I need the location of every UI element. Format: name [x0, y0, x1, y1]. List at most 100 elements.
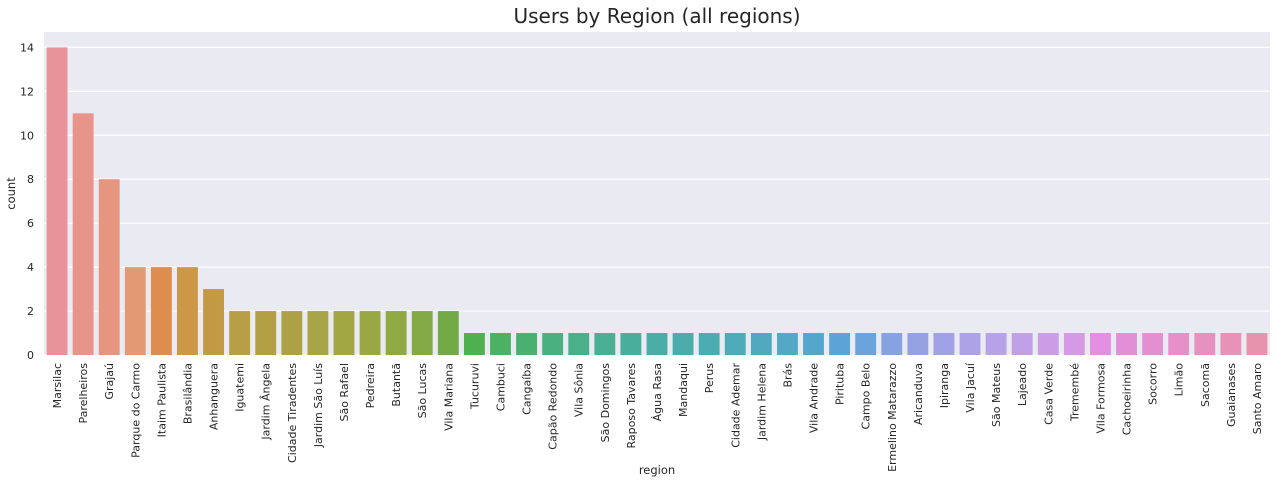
x-tick-label: Anhanguera	[208, 363, 221, 430]
bar	[959, 333, 981, 355]
y-tick-label: 4	[27, 261, 34, 274]
x-tick-label: Jardim Ângela	[260, 363, 273, 441]
bar	[933, 333, 955, 355]
bar	[98, 179, 120, 355]
bar	[542, 333, 564, 355]
y-tick-label: 2	[27, 305, 34, 318]
bar	[72, 113, 94, 355]
bar	[1063, 333, 1085, 355]
bar	[307, 311, 329, 355]
x-tick-label: São Lucas	[416, 363, 429, 419]
y-tick-label: 8	[27, 173, 34, 186]
x-tick-label: Água Rasa	[651, 363, 664, 421]
x-tick-label: São Domingos	[599, 363, 612, 443]
bar	[594, 333, 616, 355]
bar	[1246, 333, 1268, 355]
x-tick-label: Santo Amaro	[1251, 363, 1264, 434]
bar	[463, 333, 485, 355]
bar	[177, 267, 198, 355]
bar	[1037, 333, 1059, 355]
x-tick-label: Pedreira	[364, 363, 377, 408]
x-tick-label: Vila Formosa	[1094, 363, 1107, 434]
x-tick-label: Cachoeirinha	[1121, 363, 1134, 435]
x-tick-label: Itaim Paulista	[155, 363, 168, 437]
bar	[255, 311, 277, 355]
y-tick-label: 0	[27, 349, 34, 362]
bar	[1142, 333, 1164, 355]
bar	[1168, 333, 1190, 355]
bar	[333, 311, 355, 355]
bar	[1090, 333, 1111, 355]
bar	[46, 47, 68, 355]
bar	[750, 333, 772, 355]
x-tick-label: Cangaíba	[521, 363, 534, 415]
bar	[568, 333, 590, 355]
x-tick-label: Tremembé	[1068, 363, 1081, 422]
x-tick-label: Ermelino Matarazzo	[886, 363, 899, 472]
x-tick-label: Guaianases	[1225, 363, 1238, 427]
bar	[1194, 333, 1216, 355]
x-tick-label: Iguatemi	[234, 363, 247, 412]
bar	[855, 333, 877, 355]
chart-title: Users by Region (all regions)	[513, 4, 800, 28]
x-tick-label: São Rafael	[338, 363, 351, 422]
y-tick-label: 14	[20, 41, 34, 54]
x-tick-label: Cambuci	[494, 363, 507, 411]
x-tick-label: Aricanduva	[912, 363, 925, 425]
bar	[490, 333, 511, 355]
x-tick-label: Lajeado	[1016, 363, 1029, 406]
x-tick-label: Vila Sônia	[573, 363, 586, 417]
x-tick-label: Parque do Carmo	[129, 363, 142, 458]
bar	[124, 267, 146, 355]
bar	[724, 333, 746, 355]
bar	[516, 333, 538, 355]
y-tick-label: 6	[27, 217, 34, 230]
x-tick-label: Casa Verde	[1042, 363, 1055, 425]
bar	[411, 311, 433, 355]
x-tick-label: Cidade Ademar	[729, 363, 742, 448]
x-tick-label: Socorro	[1147, 363, 1160, 405]
bar	[672, 333, 694, 355]
x-tick-label: Cidade Tiradentes	[286, 363, 299, 463]
bar	[385, 311, 407, 355]
bar	[1116, 333, 1137, 355]
bar	[829, 333, 851, 355]
bar	[1011, 333, 1033, 355]
bar	[646, 333, 668, 355]
x-tick-label: Vila Jacuí	[964, 362, 977, 413]
bar	[150, 267, 172, 355]
x-axis-ticks: Marsilac Parelheiros Grajaú Parque do Carmo…	[51, 362, 1264, 472]
y-tick-label: 10	[20, 129, 34, 142]
x-tick-label: Mandaqui	[677, 363, 690, 417]
bar	[359, 311, 381, 355]
x-tick-label: Tucuruvi	[468, 363, 481, 410]
x-tick-label: Capão Redondo	[547, 363, 560, 450]
bar	[620, 333, 642, 355]
x-axis-label: region	[639, 463, 675, 477]
bar	[1220, 333, 1242, 355]
x-tick-label: Ipiranga	[938, 363, 951, 408]
bar	[229, 311, 251, 355]
x-tick-label: Jardim Helena	[755, 363, 768, 441]
bar	[437, 311, 459, 355]
x-tick-label: Butantã	[390, 363, 403, 407]
x-tick-label: Pirituba	[834, 363, 847, 405]
bars	[46, 47, 1268, 355]
x-tick-label: Perus	[703, 363, 716, 394]
plot-background	[44, 32, 1270, 355]
y-axis-label: count	[4, 177, 18, 210]
x-tick-label: Vila Andrade	[808, 363, 821, 433]
bar	[907, 333, 929, 355]
x-tick-label: Sacomã	[1199, 363, 1212, 407]
x-tick-label: Raposo Tavares	[625, 363, 638, 449]
y-axis-ticks: 0 2 4 6 8 10 12 14	[20, 41, 34, 362]
x-tick-label: Marsilac	[51, 363, 64, 408]
x-tick-label: São Mateus	[990, 363, 1003, 427]
bar	[698, 333, 720, 355]
x-tick-label: Campo Belo	[860, 363, 873, 430]
bar	[776, 333, 798, 355]
y-tick-label: 12	[20, 85, 34, 98]
x-tick-label: Vila Mariana	[442, 363, 455, 431]
x-tick-label: Jardim São Luís	[312, 363, 325, 448]
x-tick-label: Grajaú	[103, 363, 116, 400]
